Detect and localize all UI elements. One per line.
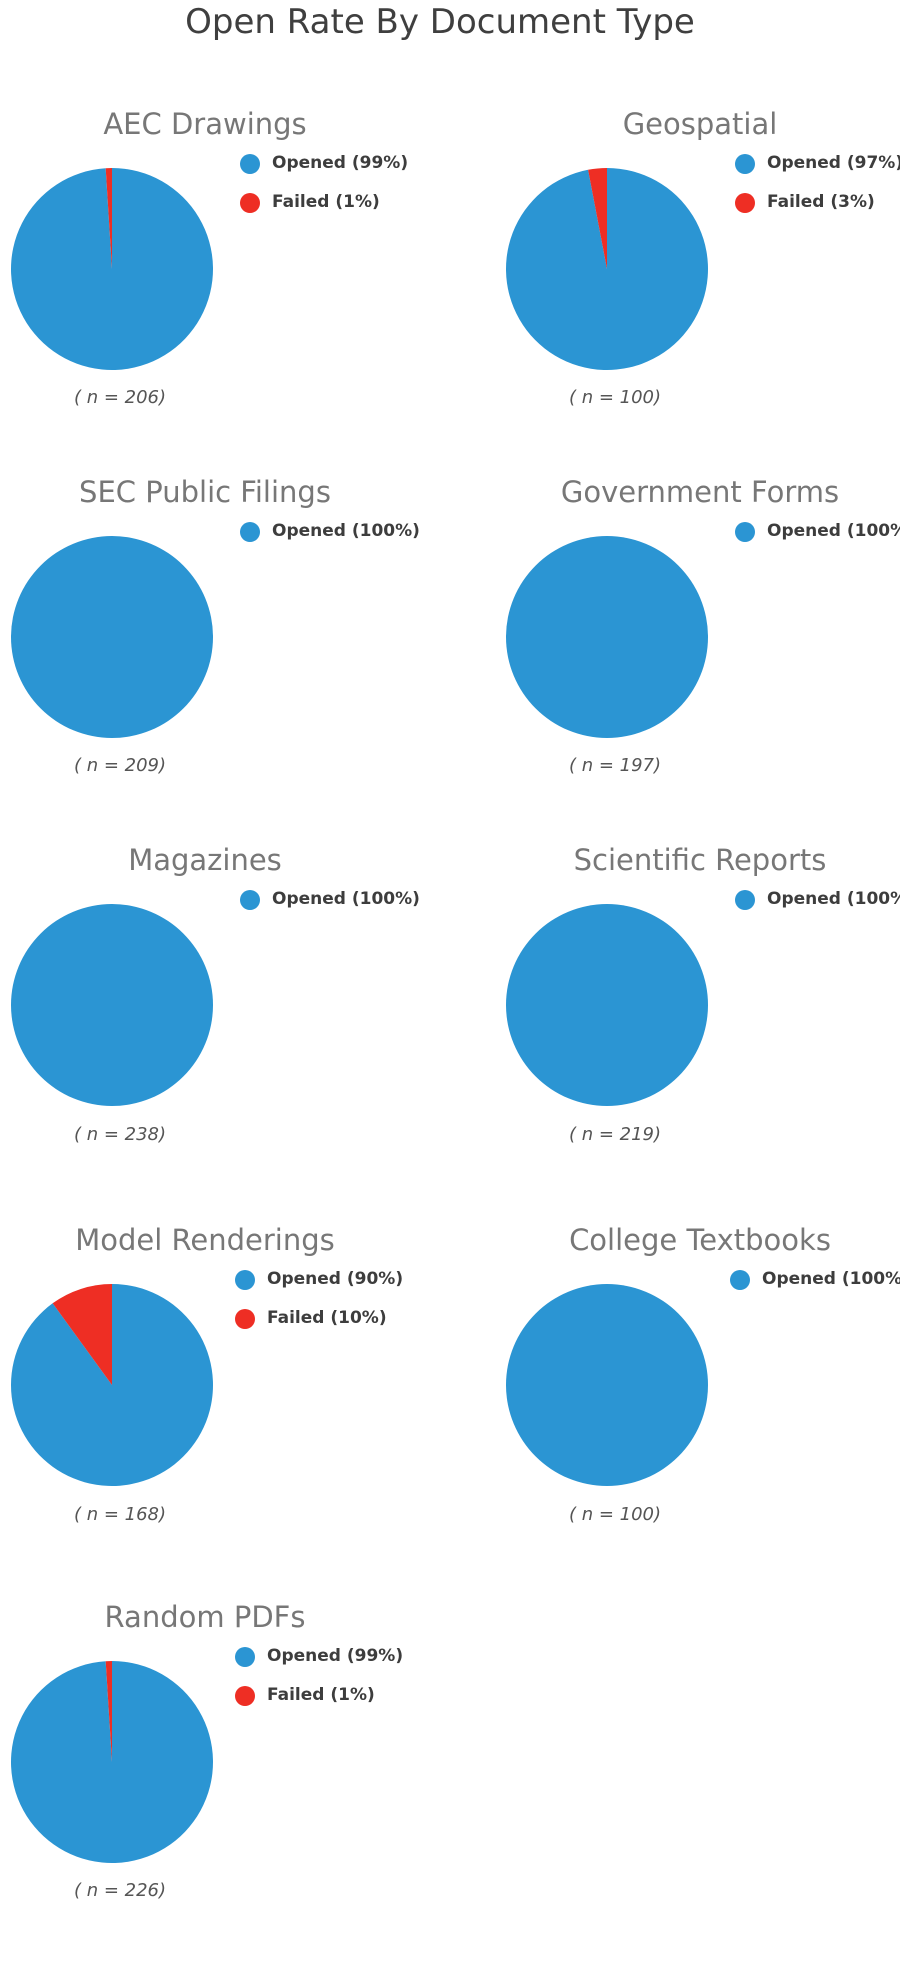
sample-size-label: ( n = 219) [568, 1124, 662, 1145]
legend-label: Failed (3%) [767, 192, 875, 212]
pie-panel-scientific-reports: Scientific Reports Opened (100%) ( n = 219… [505, 843, 900, 1213]
pie-geospatial [506, 168, 708, 370]
panel-title: Scientific Reports [573, 843, 827, 877]
pie-magazines [11, 904, 213, 1106]
pie-model-renderings [10, 1284, 214, 1486]
pie-panel-aec-drawings: AEC Drawings Opened (99%) Failed (1%) ( n =… [10, 107, 460, 477]
pie-panel-model-renderings: Model Renderings Opened (90%) Failed (10%)… [10, 1223, 460, 1593]
pie-slice-failed [105, 168, 112, 269]
pie-panel-random-pdfs: Random PDFs Opened (99%) Failed (1%) ( n = … [10, 1600, 460, 1970]
legend-swatch [240, 890, 260, 910]
legend-swatch [235, 1270, 255, 1290]
sample-size-label: ( n = 226) [73, 1880, 167, 1901]
panel-title: SEC Public Filings [79, 475, 331, 509]
pie-slice-opened [11, 536, 213, 738]
panel-title: Model Renderings [75, 1223, 335, 1257]
sample-size-label: ( n = 168) [73, 1504, 167, 1525]
legend-swatch [235, 1647, 255, 1667]
legend-label: Opened (100%) [767, 889, 900, 909]
panel-title: Magazines [128, 843, 282, 877]
pie-college-textbooks [506, 1284, 708, 1486]
legend-swatch [240, 522, 260, 542]
pie-government-forms [506, 536, 708, 738]
sample-size-label: ( n = 238) [73, 1124, 167, 1145]
pie-scientific-reports [506, 904, 708, 1106]
legend-label: Opened (100%) [762, 1269, 900, 1289]
pie-slice-opened [506, 1284, 708, 1486]
sample-size-label: ( n = 197) [568, 755, 662, 776]
legend-label: Failed (10%) [267, 1308, 387, 1328]
legend-label: Opened (99%) [272, 153, 409, 173]
panel-title: Geospatial [622, 107, 778, 141]
legend-swatch [730, 1270, 750, 1290]
legend-swatch [240, 193, 260, 213]
pie-panel-sec-public-filings: SEC Public Filings Opened (100%) ( n = 209… [10, 475, 460, 845]
legend-label: Opened (90%) [267, 1269, 404, 1289]
pie-panel-government-forms: Government Forms Opened (100%) ( n = 197) [505, 475, 900, 845]
legend-swatch [235, 1686, 255, 1706]
panel-title: Random PDFs [104, 1600, 306, 1634]
legend-label: Failed (1%) [267, 1685, 375, 1705]
legend-swatch [735, 154, 755, 174]
panel-title: Government Forms [560, 475, 840, 509]
pie-panel-magazines: Magazines Opened (100%) ( n = 238) [10, 843, 460, 1213]
legend-label: Opened (97%) [767, 153, 900, 173]
pie-random-pdfs [10, 1661, 213, 1863]
legend-swatch [240, 154, 260, 174]
panel-title: College Textbooks [569, 1223, 831, 1257]
panel-title: AEC Drawings [103, 107, 307, 141]
sample-size-label: ( n = 206) [73, 387, 167, 408]
legend-swatch [735, 193, 755, 213]
pie-slice-failed [52, 1284, 112, 1385]
pie-chart-grid: AEC Drawings Opened (99%) Failed (1%) ( n =… [10, 107, 900, 1901]
legend-swatch [235, 1309, 255, 1329]
sample-size-label: ( n = 100) [568, 387, 662, 408]
pie-slice-opened [506, 536, 708, 738]
legend-label: Opened (99%) [267, 1646, 404, 1666]
sample-size-label: ( n = 209) [73, 755, 167, 776]
legend-swatch [735, 890, 755, 910]
legend-swatch [735, 522, 755, 542]
legend-label: Opened (100%) [272, 521, 420, 541]
pie-slice-failed [588, 168, 607, 269]
pie-slice-failed [105, 1661, 112, 1762]
chart-title: Open Rate By Document Type [185, 2, 695, 42]
pie-panel-geospatial: Geospatial Opened (97%) Failed (3%) ( n = 1… [505, 107, 900, 477]
sample-size-label: ( n = 100) [568, 1504, 662, 1525]
legend-label: Opened (100%) [767, 521, 900, 541]
legend-label: Failed (1%) [272, 192, 380, 212]
legend-label: Opened (100%) [272, 889, 420, 909]
pie-slice-opened [11, 904, 213, 1106]
pie-panel-college-textbooks: College Textbooks Opened (100%) ( n = 100) [505, 1223, 900, 1593]
pie-sec-public-filings [11, 536, 213, 738]
pie-aec-drawings [10, 168, 213, 370]
pie-slice-opened [506, 904, 708, 1106]
pie-slice-opened [10, 1284, 214, 1486]
